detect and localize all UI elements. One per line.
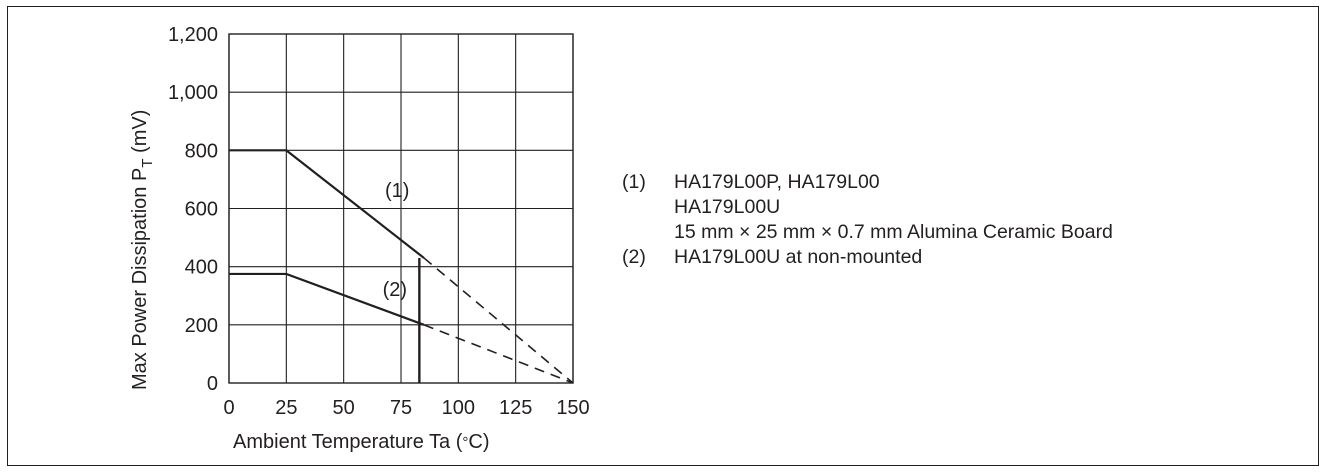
legend-text: HA179L00P, HA179L00 HA179L00U 15 mm × 25 m…	[674, 170, 1113, 245]
plot-area-border	[228, 33, 574, 384]
legend-entry-2: (2) HA179L00U at non-mounted	[622, 245, 1113, 270]
series-layer	[229, 149, 574, 384]
legend-marker: (1)	[622, 171, 646, 193]
power-derating-chart: 0 25 50 75 100 125 15002004006008001,0001,200 …	[129, 24, 590, 453]
y-tick-label: 200	[185, 315, 218, 337]
series-2-dashed-line	[423, 324, 574, 384]
legend: (1) HA179L00P, HA179L00 HA179L00U 15 mm × 2…	[622, 170, 1113, 270]
x-tick-label: 75	[390, 397, 412, 419]
y-tick-label: 1,200	[168, 24, 218, 46]
legend-marker: (2)	[622, 246, 646, 268]
series-2-solid-line	[229, 272, 425, 326]
legend-line: HA179L00U at non-mounted	[674, 246, 923, 268]
grid	[228, 33, 574, 384]
legend-line: HA179L00P, HA179L00	[674, 171, 880, 193]
legend-line: HA179L00U	[674, 196, 781, 218]
y-tick-label: 1,000	[168, 82, 218, 104]
x-tick-label: 125	[499, 397, 532, 419]
x-tick-label: 150	[556, 397, 589, 419]
legend-line: 15 mm × 25 mm × 0.7 mm Alumina Ceramic B…	[674, 221, 1113, 243]
x-axis-title: Ambient Temperature Ta (°C)	[233, 431, 489, 453]
series-annotation: (2)	[383, 279, 407, 301]
x-tick-label: 25	[275, 397, 297, 419]
y-axis-title: Max Power Dissipation PT (mV)	[129, 110, 156, 390]
x-tick-label: 50	[333, 397, 355, 419]
y-tick-label: 800	[185, 140, 218, 162]
tick-labels: 0 25 50 75 100 125 150 0 200 400 600 800 1,000 1,200	[168, 24, 590, 419]
figure-frame	[7, 6, 1319, 466]
series-1-solid-line	[229, 149, 425, 259]
y-tick-label: 600	[185, 199, 218, 221]
y-tick-label: 400	[185, 257, 218, 279]
legend-text: HA179L00U at non-mounted	[674, 245, 922, 270]
series-annotation: (1)	[385, 180, 409, 202]
series-1-dashed-line	[423, 257, 574, 384]
annotations: (1) (2)	[383, 180, 410, 301]
legend-entry-1: (1) HA179L00P, HA179L00 HA179L00U 15 mm × 2…	[622, 170, 1113, 245]
y-tick-label: 0	[207, 373, 218, 395]
x-tick-label: 0	[223, 397, 234, 419]
x-tick-label: 100	[442, 397, 475, 419]
